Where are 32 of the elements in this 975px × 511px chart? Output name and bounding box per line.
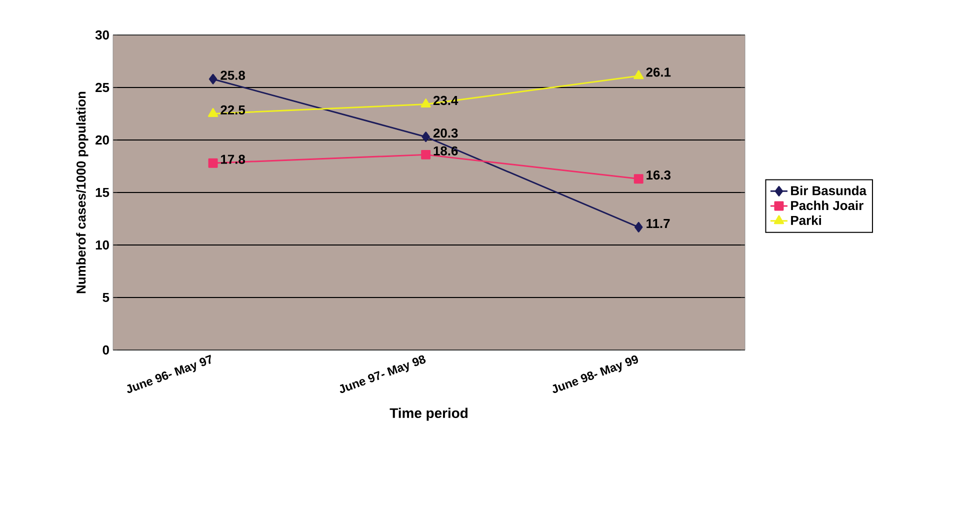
legend-label: Parki [791, 215, 821, 225]
legend-label: Pachh Joair [791, 200, 864, 210]
data-label: 18.6 [434, 146, 458, 156]
y-tick-label: 25 [96, 82, 110, 92]
point [208, 108, 218, 117]
point [208, 74, 218, 84]
x-axis-title: Time period [390, 408, 468, 421]
point [634, 222, 643, 232]
x-tick-label: June 97- May 98 [340, 355, 426, 394]
point [420, 98, 431, 108]
y-tick-label: 20 [96, 135, 109, 145]
y-tick-label: 10 [96, 240, 109, 250]
y-axis-title: Numberof cases/1000 population [76, 92, 88, 294]
data-label: 26.1 [646, 68, 671, 77]
data-label: 22.5 [220, 105, 246, 115]
x-tick-label: June 98- May 99 [552, 355, 638, 394]
data-label: 16.3 [646, 170, 671, 180]
point [421, 150, 431, 160]
data-label: 20.3 [433, 128, 458, 138]
point [634, 70, 644, 80]
x-tick-label: June 96- May 97 [127, 354, 211, 394]
point [208, 158, 218, 168]
y-tick-label: 0 [102, 345, 109, 355]
y-tick-label: 5 [102, 292, 110, 302]
data-label: 25.8 [220, 70, 246, 80]
y-tick-label: 15 [96, 188, 110, 198]
legend-label: Bir Basunda [791, 186, 867, 196]
y-tick-label: 30 [95, 30, 109, 40]
point [422, 132, 430, 142]
data-label: 17.8 [221, 154, 246, 164]
point [634, 174, 644, 184]
data-label: 11.7 [646, 219, 670, 228]
